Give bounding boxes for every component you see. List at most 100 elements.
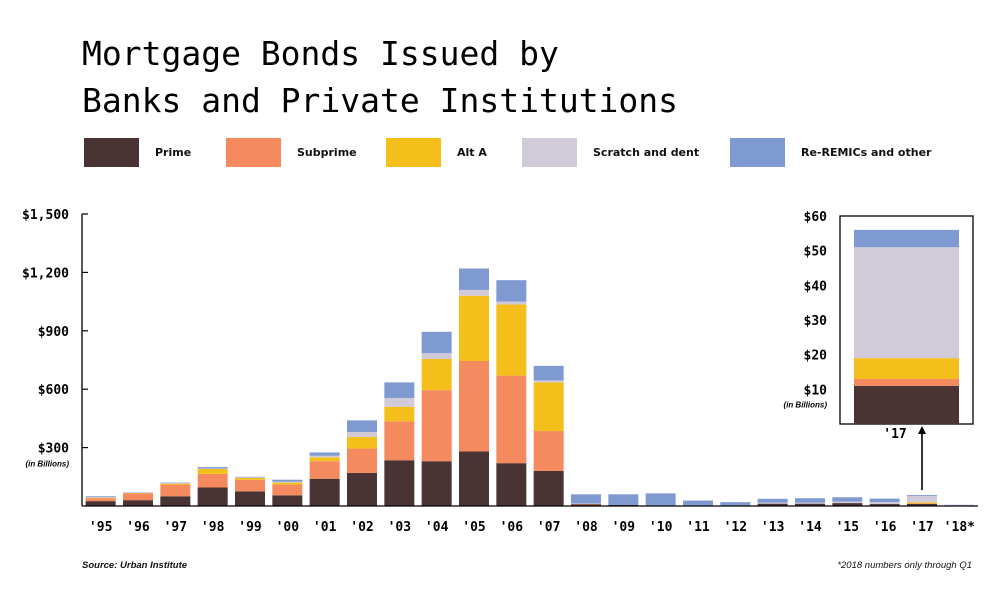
bar-segment-scratch-and-dent [496,301,527,305]
bar-segment-prime [907,503,937,506]
bar-segment-prime [832,503,863,506]
bar-segment-scratch-and-dent [533,380,564,383]
legend-swatch-prime [84,137,139,167]
bar-segment-prime [795,503,825,506]
x-tick-label: '17 [910,520,933,535]
x-tick-label: '18* [944,520,975,535]
bar-segment-prime [85,501,116,506]
bar-segment-re-remics-and-other [683,500,713,506]
bar-segment-re-remics-and-other [347,420,377,433]
x-tick-label: '12 [724,520,747,535]
bar-segment-prime [309,478,340,506]
bar-segment-subprime [571,503,601,505]
x-tick-label: '97 [164,520,187,535]
bar-segment-re-remics-and-other [757,498,788,503]
x-tick-label: '09 [612,520,635,535]
bar-segment-re-remics-and-other [235,476,265,478]
inset-bar-segment-scratch-and-dent [854,247,959,359]
inset-x-tick-label: '17 [883,427,906,442]
bar-segment-scratch-and-dent [795,502,825,504]
legend-label-reremic: Re-REMICs and other [801,145,932,159]
bar-segment-scratch-and-dent [384,397,415,407]
inset-bar-segment-re-remics-and-other [854,229,959,248]
bar-segment-prime [272,495,303,506]
bar-segment-subprime [459,360,489,452]
y-tick-label: $1,500 [22,208,69,223]
inset-bar-segment-subprime [854,378,959,386]
x-tick-label: '00 [276,520,300,535]
bar-segment-prime [496,463,527,506]
bar-segment-re-remics-and-other [869,498,900,503]
bar-segment-prime [421,461,452,506]
bar-segment-subprime [235,479,265,492]
bar-segment-re-remics-and-other [421,331,452,354]
y-tick-label: $1,200 [22,266,69,281]
x-tick-label: '99 [238,520,261,535]
bar-segment-alt-a [272,482,303,485]
bar-segment-re-remics-and-other [645,493,676,506]
bar-segment-re-remics-and-other [720,502,751,506]
x-tick-label: '01 [313,520,337,535]
bar-segment-scratch-and-dent [907,496,937,503]
bar-segment-scratch-and-dent [197,468,228,470]
x-tick-label: '03 [388,520,411,535]
inset-bar-segment-alt-a [854,358,959,379]
inset-y-tick-label: $40 [804,279,828,294]
x-tick-label: '98 [201,520,225,535]
bar-segment-subprime [347,448,377,473]
bar-segment-prime [160,496,191,506]
y-axis-unit-label: (in Billions) [25,460,69,469]
x-tick-label: '14 [798,520,822,535]
bar-segment-subprime [533,431,564,471]
legend-label-subprime: Subprime [297,145,357,159]
legend-item-subprime: Subprime [226,137,357,167]
bar-segment-alt-a [160,483,191,485]
bar-segment-subprime [384,421,415,461]
bar-segment-re-remics-and-other [384,382,415,398]
inset-y-tick-label: $50 [804,245,828,260]
bar-segment-re-remics-and-other [832,497,863,502]
x-tick-label: '95 [89,520,112,535]
chart-title: Mortgage Bonds Issued by Banks and Priva… [82,34,679,120]
bar-segment-alt-a [85,497,116,499]
bar-segment-alt-a [309,457,340,462]
bar-segment-re-remics-and-other [197,467,228,469]
bar-segment-scratch-and-dent [459,289,489,296]
bar-segment-subprime [123,493,153,501]
legend-swatch-subprime [226,137,281,167]
bar-segment-scratch-and-dent [309,455,340,458]
inset-bar-segment-prime [854,385,959,424]
bar-segment-alt-a [496,304,527,376]
inset-y-tick-label: $10 [804,383,828,398]
bar-segment-alt-a [907,502,937,504]
legend-item-prime: Prime [84,137,191,167]
bar-segment-re-remics-and-other [459,268,489,290]
inset-y-tick-label: $30 [804,314,828,329]
bar-segment-re-remics-and-other [608,494,639,506]
bar-segment-scratch-and-dent [421,353,452,360]
bar-segment-subprime [85,498,116,502]
bar-segment-subprime [272,484,303,496]
legend-label-scratch: Scratch and dent [593,145,700,159]
bar-segment-prime [197,487,228,506]
bar-segment-alt-a [197,469,228,474]
legend-item-alt-a: Alt A [386,137,487,167]
bar-segment-re-remics-and-other [571,494,601,504]
bar-segment-alt-a [384,406,415,422]
legend-item-reremic: Re-REMICs and other [730,137,931,167]
bar-segment-prime [459,451,489,506]
bar-segment-alt-a [459,295,489,361]
bar-segment-re-remics-and-other [272,479,303,482]
legend-swatch-reremic [730,137,785,167]
x-tick-label: '10 [649,520,673,535]
bar-segment-alt-a [347,436,377,449]
inset-y-tick-label: $60 [804,210,828,225]
legend-label-prime: Prime [155,145,192,159]
y-tick-label: $300 [38,442,69,457]
bar-segment-scratch-and-dent [832,501,863,504]
x-tick-label: '13 [761,520,784,535]
bar-segment-re-remics-and-other [496,280,527,302]
bar-segment-re-remics-and-other [160,482,191,484]
legend-label-alt-a: Alt A [457,145,487,159]
x-tick-label: '08 [574,520,598,535]
